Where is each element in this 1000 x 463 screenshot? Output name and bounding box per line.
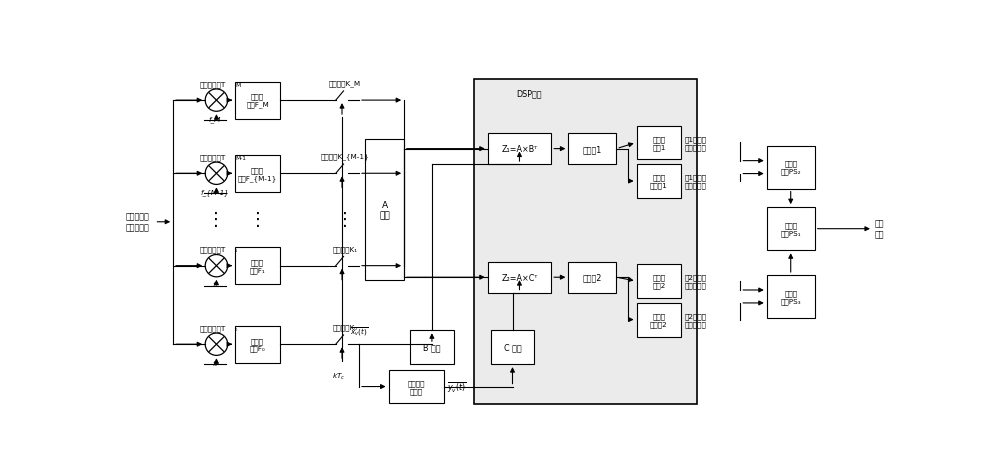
Circle shape — [205, 90, 228, 112]
Bar — [474, 80, 697, 404]
Text: ⋮: ⋮ — [336, 211, 354, 229]
Text: 采样开关K_M: 采样开关K_M — [329, 80, 361, 87]
Bar — [235, 248, 280, 285]
Text: 并串变
换器PS₃: 并串变 换器PS₃ — [780, 289, 801, 304]
Bar — [637, 126, 681, 160]
Text: $\overline{x_v(t)}$: $\overline{x_v(t)}$ — [350, 325, 368, 337]
Text: 匹配滤
波器F₁: 匹配滤 波器F₁ — [250, 259, 265, 273]
Bar — [637, 264, 681, 298]
Text: 第1路解调
的索引比特: 第1路解调 的索引比特 — [685, 175, 707, 189]
Text: f₁: f₁ — [212, 282, 218, 288]
Bar — [410, 331, 454, 364]
Text: ₀: ₀ — [235, 326, 237, 331]
Text: M-1: M-1 — [235, 156, 246, 161]
Bar — [488, 262, 551, 293]
Text: f_{M-1}: f_{M-1} — [200, 189, 229, 196]
Text: 希尔伯特
滤波器: 希尔伯特 滤波器 — [408, 380, 425, 394]
Bar — [388, 370, 444, 403]
Text: 接收来自发
送端的信号: 接收来自发 送端的信号 — [126, 212, 150, 232]
Text: f_M: f_M — [209, 116, 221, 123]
Circle shape — [205, 163, 228, 185]
Text: 匹配滤
波器F_M: 匹配滤 波器F_M — [246, 94, 269, 108]
Text: A
矩阵: A 矩阵 — [379, 200, 390, 220]
Bar — [637, 165, 681, 199]
Text: 比较器2: 比较器2 — [583, 273, 602, 282]
Bar — [365, 140, 404, 280]
Text: 反索引
映射器2: 反索引 映射器2 — [650, 313, 668, 327]
Text: 数据
输出: 数据 输出 — [874, 219, 884, 239]
Bar — [491, 331, 534, 364]
Text: $\overline{y_v(t)}$: $\overline{y_v(t)}$ — [447, 380, 467, 394]
Circle shape — [205, 333, 228, 356]
Text: ₁: ₁ — [235, 248, 237, 253]
Text: Z₁=A×Bᵀ: Z₁=A×Bᵀ — [501, 145, 538, 154]
Bar — [637, 303, 681, 337]
Text: 采样开关K_{M-1}: 采样开关K_{M-1} — [321, 153, 369, 160]
Bar — [568, 134, 616, 165]
Text: 载波乘法器T: 载波乘法器T — [199, 325, 226, 331]
Bar — [568, 262, 616, 293]
Text: 采样开关K₁: 采样开关K₁ — [333, 246, 358, 252]
Bar — [235, 156, 280, 192]
Text: 反索引
映射器1: 反索引 映射器1 — [650, 175, 668, 189]
Text: 门限判
决器1: 门限判 决器1 — [652, 136, 666, 150]
Text: 并串变
换器PS₂: 并串变 换器PS₂ — [780, 161, 801, 175]
Text: 匹配滤
波器F_{M-1}: 匹配滤 波器F_{M-1} — [238, 167, 277, 181]
Text: 比较器1: 比较器1 — [583, 145, 602, 154]
Text: Z₂=A×Cᵀ: Z₂=A×Cᵀ — [501, 273, 538, 282]
Text: C 矩阵: C 矩阵 — [504, 343, 521, 352]
Text: 第2路解调
的索引比特: 第2路解调 的索引比特 — [685, 313, 707, 327]
Bar — [235, 326, 280, 363]
Bar — [767, 208, 815, 251]
Text: 并串变
换器PS₁: 并串变 换器PS₁ — [780, 222, 801, 237]
Bar — [767, 275, 815, 319]
Text: 采样开关K₀: 采样开关K₀ — [333, 324, 358, 331]
Text: $kT_c$: $kT_c$ — [332, 371, 345, 382]
Text: ⋮: ⋮ — [249, 211, 267, 229]
Text: 第2路解调
的调制比特: 第2路解调 的调制比特 — [685, 274, 707, 288]
Text: 载波乘法器T: 载波乘法器T — [199, 81, 226, 88]
Text: 匹配滤
波器F₀: 匹配滤 波器F₀ — [250, 337, 265, 352]
Text: B 矩阵: B 矩阵 — [423, 343, 441, 352]
Text: 第1路解调
的调制比特: 第1路解调 的调制比特 — [685, 136, 707, 150]
Text: 门限判
决器2: 门限判 决器2 — [652, 274, 666, 288]
Circle shape — [205, 255, 228, 277]
Bar — [235, 82, 280, 119]
Bar — [488, 134, 551, 165]
Text: f₀: f₀ — [212, 360, 218, 366]
Text: ⋮: ⋮ — [207, 211, 225, 229]
Bar — [767, 146, 815, 189]
Text: 载波乘法器T: 载波乘法器T — [199, 154, 226, 161]
Text: M: M — [235, 82, 240, 88]
Text: DSP芯片: DSP芯片 — [516, 89, 542, 98]
Text: 载波乘法器T: 载波乘法器T — [199, 246, 226, 253]
